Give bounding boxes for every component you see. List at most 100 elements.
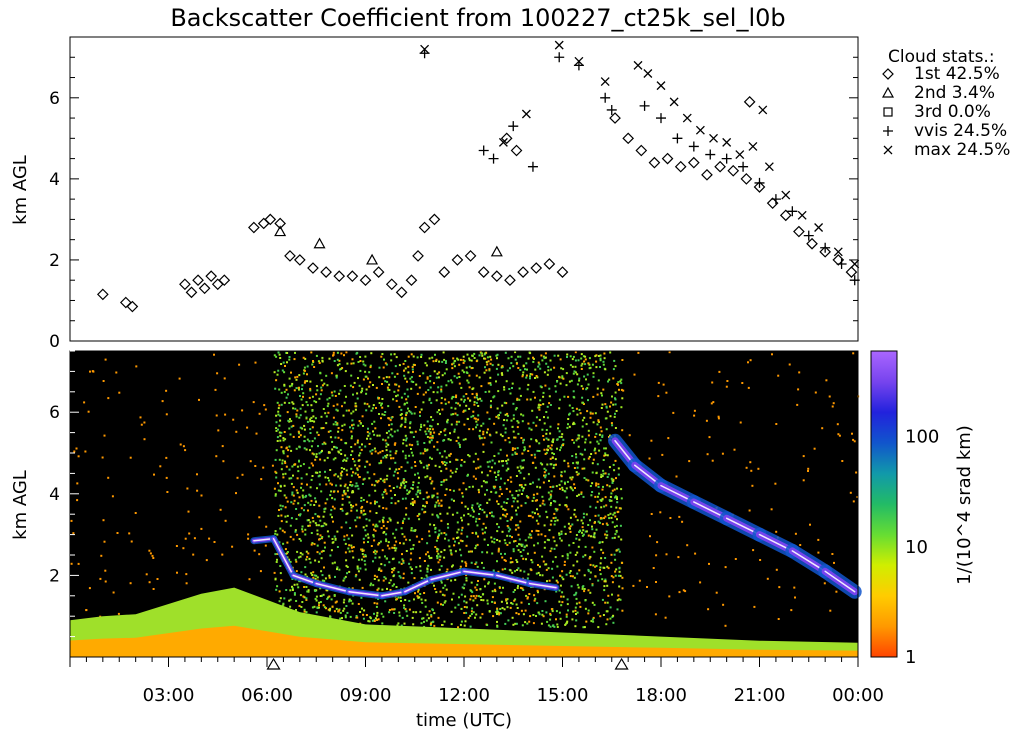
noise-pixel (552, 500, 555, 502)
noise-pixel (618, 566, 621, 569)
noise-pixel (597, 579, 600, 582)
noise-pixel (465, 404, 468, 407)
noise-pixel (604, 578, 607, 581)
noise-pixel (574, 609, 577, 612)
noise-pixel (341, 497, 344, 500)
noise-pixel (341, 503, 344, 506)
noise-pixel (478, 513, 481, 515)
noise-pixel (334, 436, 337, 439)
noise-pixel (463, 398, 466, 401)
noise-pixel (279, 485, 282, 488)
noise-pixel (278, 353, 281, 356)
noise-pixel (576, 437, 579, 440)
noise-pixel (410, 466, 413, 469)
noise-pixel (509, 476, 512, 479)
noise-pixel (288, 356, 291, 358)
noise-pixel (545, 437, 548, 440)
noise-pixel (488, 390, 491, 393)
noise-pixel (598, 521, 601, 524)
noise-pixel (395, 450, 398, 453)
noise-pixel (288, 385, 291, 388)
noise-pixel (794, 596, 796, 599)
noise-pixel (297, 386, 300, 389)
noise-pixel (441, 374, 444, 377)
noise-pixel (424, 362, 427, 365)
noise-pixel (509, 606, 512, 609)
noise-pixel (291, 465, 294, 468)
data-point-1st (517, 266, 529, 278)
noise-pixel (569, 570, 572, 572)
noise-pixel (603, 589, 606, 592)
noise-pixel (467, 513, 470, 515)
noise-pixel (321, 360, 324, 363)
noise-pixel (278, 458, 281, 461)
noise-pixel (446, 512, 449, 515)
noise-pixel (303, 428, 306, 431)
noise-pixel (453, 360, 456, 363)
noise-pixel (314, 458, 317, 461)
noise-pixel (507, 468, 510, 471)
noise-pixel (412, 547, 414, 550)
noise-pixel (378, 542, 381, 545)
noise-pixel (502, 586, 504, 589)
noise-pixel (431, 494, 434, 497)
noise-pixel (538, 565, 541, 568)
noise-pixel (369, 510, 372, 513)
noise-pixel (346, 457, 349, 460)
noise-pixel (350, 412, 353, 415)
noise-pixel (323, 566, 325, 569)
noise-pixel (295, 570, 298, 573)
noise-pixel (470, 415, 473, 418)
noise-pixel (368, 432, 371, 435)
noise-pixel (279, 419, 282, 422)
noise-pixel (423, 424, 426, 427)
noise-pixel (799, 544, 802, 546)
noise-pixel (365, 524, 368, 527)
noise-pixel (346, 486, 349, 489)
noise-pixel (275, 427, 278, 430)
noise-pixel (589, 591, 592, 594)
data-point-1st (504, 274, 516, 287)
noise-pixel (532, 360, 535, 363)
noise-pixel (424, 450, 427, 452)
noise-pixel (312, 415, 315, 418)
noise-pixel (352, 423, 355, 426)
noise-pixel (554, 556, 557, 559)
noise-pixel (576, 383, 579, 386)
noise-pixel (468, 407, 471, 410)
noise-pixel (410, 572, 413, 575)
noise-pixel (340, 438, 343, 441)
noise-pixel (616, 608, 619, 611)
noise-pixel (286, 514, 289, 517)
noise-pixel (537, 530, 540, 532)
noise-pixel (446, 421, 449, 424)
noise-pixel (178, 377, 181, 380)
noise-pixel (481, 561, 483, 564)
noise-pixel (521, 587, 524, 590)
noise-pixel (299, 594, 302, 597)
noise-pixel (303, 381, 306, 384)
noise-pixel (404, 497, 407, 500)
noise-pixel (278, 509, 280, 511)
noise-pixel (394, 549, 397, 552)
noise-pixel (331, 562, 334, 565)
noise-pixel (489, 355, 492, 358)
noise-pixel (392, 608, 395, 611)
noise-pixel (620, 382, 623, 385)
noise-pixel (372, 551, 375, 554)
noise-pixel (280, 514, 283, 517)
noise-pixel (555, 509, 558, 512)
noise-pixel (567, 418, 570, 420)
noise-pixel (318, 471, 321, 474)
noise-pixel (553, 366, 556, 369)
noise-pixel (288, 558, 291, 561)
noise-pixel (546, 620, 549, 623)
noise-pixel (558, 589, 561, 592)
noise-pixel (429, 386, 432, 389)
noise-pixel (278, 431, 281, 434)
data-point-max (521, 109, 531, 119)
noise-pixel (433, 370, 436, 373)
noise-pixel (462, 482, 465, 485)
noise-pixel (333, 390, 336, 393)
noise-pixel (581, 419, 584, 422)
